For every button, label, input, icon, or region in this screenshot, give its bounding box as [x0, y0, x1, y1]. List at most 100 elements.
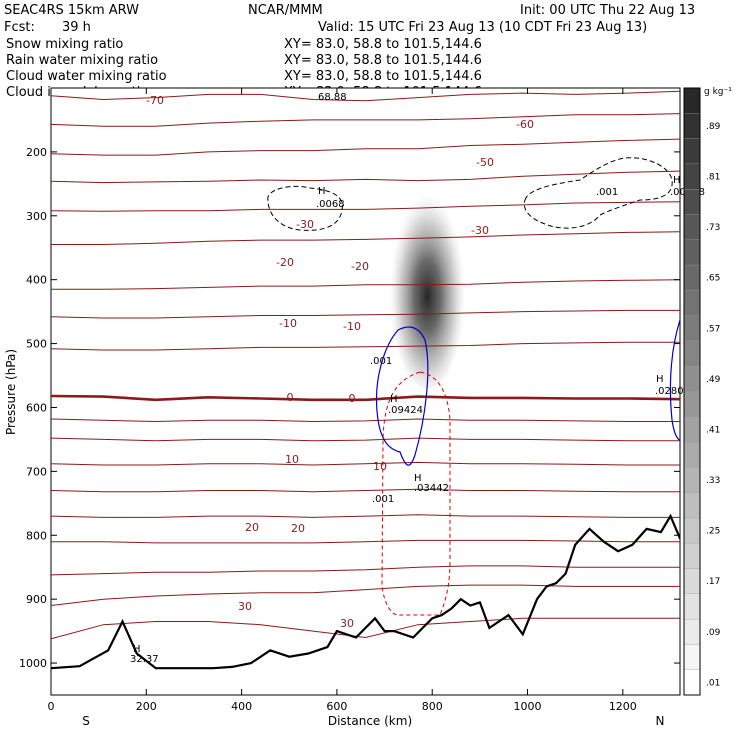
x-axis-label: Distance (km) — [328, 714, 412, 728]
temperature-contour-label: 0 — [349, 392, 356, 405]
temperature-contour-line — [51, 584, 680, 606]
colorbar-tick-label: .09 — [706, 628, 721, 638]
header-init: Init: 00 UTC Thu 22 Aug 13 — [520, 3, 695, 18]
colorbar-tick-label: .33 — [706, 476, 720, 486]
temperature-contour-label: -10 — [279, 317, 297, 330]
colorbar-cell — [683, 467, 701, 493]
temperature-contour-line — [51, 341, 680, 351]
y-tick-label: 200 — [26, 146, 47, 159]
x-tick-label: 1200 — [609, 700, 637, 713]
contour-max-label: H — [673, 175, 681, 186]
colorbar-cell — [683, 315, 701, 342]
plot-area — [50, 87, 681, 696]
contour-max-label: .03442 — [414, 483, 449, 494]
colorbar-cell — [683, 163, 701, 190]
x-tick-label: 0 — [48, 700, 55, 713]
temperature-contour-line — [51, 394, 680, 402]
header-center: NCAR/MMM — [248, 3, 323, 18]
y-tick-label: 700 — [26, 465, 47, 478]
legend-field-xy: XY= 83.0, 58.8 to 101.5,144.6 — [284, 53, 482, 68]
cloud-water-contour-edge — [669, 319, 680, 441]
contour-max-label: .001 — [596, 187, 618, 198]
x-tick-label: 200 — [136, 700, 157, 713]
colorbar: .01 .09 .17 .25 .33 .41 .49 .57 .65 .73 .81 .89 — [683, 87, 721, 696]
temperature-contour-line — [51, 565, 680, 576]
temperature-contour-label: -30 — [296, 218, 314, 231]
header-fcst-value: 39 h — [62, 20, 91, 35]
contour-max-label: .0068 — [316, 199, 345, 210]
contour-max-label: .001 — [370, 356, 392, 367]
y-tick-label: 600 — [26, 401, 47, 414]
temperature-contour-label: 10 — [373, 460, 387, 473]
temperature-contour-label: -30 — [471, 224, 489, 237]
contour-max-label: H — [414, 473, 422, 484]
cloud-ice-contour — [267, 185, 343, 231]
y-tick-label: 800 — [26, 529, 47, 542]
legend-field-name: Cloud water mixing ratio — [6, 69, 167, 84]
colorbar-tick-label: .89 — [706, 122, 721, 132]
colorbar-cell — [683, 391, 701, 417]
y-tick-label: 400 — [26, 274, 47, 287]
temperature-contour-line — [51, 418, 680, 423]
y-tick-label: 300 — [26, 210, 47, 223]
colorbar-cell — [683, 543, 701, 569]
colorbar-tick-label: .57 — [706, 324, 720, 334]
terrain-line — [51, 513, 680, 670]
colorbar-cell — [683, 669, 701, 696]
y-tick-label: 500 — [26, 338, 47, 351]
contour-max-label: .001 — [372, 494, 394, 505]
snow-shading — [389, 183, 466, 389]
colorbar-cell — [683, 593, 701, 620]
contour-max-label: 32.37 — [130, 654, 159, 665]
y-tick-label: 900 — [26, 593, 47, 606]
contour-max-label: H — [318, 186, 326, 197]
colorbar-tick-label: .81 — [706, 173, 720, 183]
colorbar-cell — [683, 618, 701, 645]
colorbar-cell — [683, 138, 701, 165]
temperature-contour-label: -70 — [146, 94, 164, 107]
temperature-contour-line — [51, 617, 680, 640]
temperature-contour-line — [51, 138, 680, 156]
header-fcst-label: Fcst: — [4, 20, 35, 35]
colorbar-tick-label: .73 — [706, 223, 720, 233]
colorbar-tick-label: .25 — [706, 527, 720, 537]
y-axis-label: Pressure (hPa) — [4, 349, 18, 435]
x-tick-label: 600 — [326, 700, 347, 713]
temperature-contour-line — [51, 437, 680, 442]
contour-max-label: 68.88 — [318, 92, 347, 103]
header-valid: Valid: 15 UTC Fri 23 Aug 13 (10 CDT Fri … — [318, 20, 647, 35]
hydrometeor-contours — [267, 157, 680, 616]
temperature-contour-label: 20 — [291, 522, 305, 535]
x-endpoint-left: S — [82, 714, 90, 728]
x-tick-label: 800 — [422, 700, 443, 713]
legend-field-name: Snow mixing ratio — [6, 37, 123, 52]
contour-max-label: .0280 — [655, 386, 684, 397]
colorbar-tick-label: .49 — [706, 375, 721, 385]
temperature-contour-label: -50 — [476, 156, 494, 169]
colorbar-tick-label: .41 — [706, 425, 720, 435]
legend-field-xy: XY= 83.0, 58.8 to 101.5,144.6 — [284, 37, 482, 52]
colorbar-cell — [683, 644, 701, 670]
cloud-ice-contour — [523, 157, 673, 229]
colorbar-frame — [683, 87, 701, 696]
colorbar-cell — [683, 568, 701, 594]
colorbar-cell — [683, 416, 701, 443]
legend-field-xy: XY= 83.0, 58.8 to 101.5,144.6 — [284, 69, 482, 84]
colorbar-tick-label: .65 — [706, 274, 720, 284]
colorbar-cell — [683, 113, 701, 139]
temperature-contour-line — [51, 279, 680, 290]
temperature-contour-label: 0 — [287, 391, 294, 404]
colorbar-cell — [683, 189, 701, 215]
temperature-contour-line — [51, 201, 680, 212]
temperature-contour-label: 10 — [285, 453, 299, 466]
colorbar-cell — [683, 441, 701, 468]
contour-max-label: H — [656, 374, 664, 385]
temperature-contour-line — [51, 90, 680, 102]
temperature-contour-line — [51, 488, 680, 493]
colorbar-cell — [683, 340, 701, 367]
contour-max-label: H — [133, 644, 141, 655]
temperature-contours — [51, 90, 680, 640]
colorbar-cell — [683, 366, 701, 392]
axis-ticks: 0 200 400 600 800 1000 12002003004005006007008… — [19, 88, 680, 713]
